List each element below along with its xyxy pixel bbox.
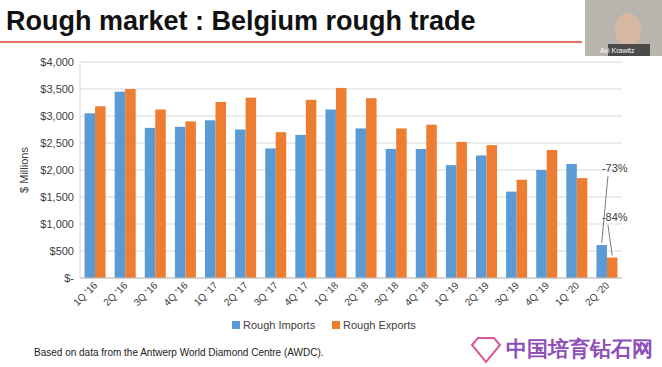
y-axis-title: $ Millions [18, 147, 30, 193]
annotation-leader [602, 176, 608, 243]
legend-label: Rough Imports [243, 319, 316, 331]
source-note: Based on data from the Antwerp World Dia… [34, 347, 324, 358]
x-tick-label: 2Q '18 [342, 279, 371, 308]
x-tick-label: 3Q '18 [372, 279, 401, 308]
annotation-leader [608, 225, 612, 255]
x-tick-label: 2Q '20 [583, 279, 612, 308]
y-tick-label: $1,000 [40, 218, 74, 230]
x-tick-label: 2Q '16 [101, 279, 130, 308]
legend-swatch [332, 321, 340, 329]
bar [216, 102, 227, 278]
bar [235, 130, 246, 279]
bar [95, 106, 106, 278]
grid-line [80, 278, 622, 279]
bar [366, 98, 377, 278]
bar [476, 155, 487, 278]
legend-label: Rough Exports [343, 319, 416, 331]
bar [85, 113, 96, 278]
bar [325, 110, 336, 278]
bar [547, 150, 558, 278]
x-tick-label: 3Q '19 [493, 279, 522, 308]
annotation: -84% [602, 211, 628, 223]
bar [506, 192, 516, 278]
bar [356, 128, 367, 278]
webcam [585, 0, 662, 56]
bar [386, 149, 397, 278]
bar [517, 180, 528, 278]
bar [175, 127, 186, 278]
bar [487, 145, 498, 278]
annotation: -73% [602, 162, 628, 174]
y-tick-label: $3,500 [40, 83, 74, 95]
bar [306, 100, 317, 278]
x-tick-label: 1Q '20 [553, 279, 582, 308]
x-tick-label: 1Q '19 [432, 279, 461, 308]
chart-svg: Rough market : Belgium rough trade Avi Kr… [0, 0, 662, 367]
x-tick-label: 4Q '16 [161, 279, 190, 308]
y-tick-label: $4,000 [40, 56, 74, 68]
x-tick-label: 1Q '17 [192, 279, 221, 308]
bar [596, 245, 607, 278]
grid-line [80, 62, 622, 63]
bar [295, 135, 306, 278]
title-rule [0, 41, 582, 43]
grid [80, 62, 622, 278]
grid-line [80, 89, 622, 90]
bar [607, 257, 618, 278]
bar [456, 142, 467, 278]
background [0, 0, 662, 367]
watermark-icon [472, 338, 500, 362]
x-tick-label: 4Q '17 [282, 279, 311, 308]
y-tick-label: $500 [50, 245, 74, 257]
bar [265, 148, 276, 278]
y-tick-label: $2,500 [40, 137, 74, 149]
x-tick-label: 1Q '16 [71, 279, 100, 308]
bar [396, 128, 407, 278]
y-tick-label: $2,000 [40, 164, 74, 176]
bar [536, 170, 547, 278]
x-tick-label: 2Q '17 [222, 279, 251, 308]
bar [125, 89, 135, 278]
bars [85, 88, 618, 278]
x-tick-label: 2Q '19 [463, 279, 492, 308]
x-tick-label: 4Q '18 [402, 279, 431, 308]
bar [416, 149, 427, 278]
watermark: 中国培育钻石网 [472, 337, 653, 362]
y-tick-label: $3,000 [40, 110, 74, 122]
bar [577, 178, 588, 278]
bar [185, 121, 196, 278]
x-tick-label: 4Q '19 [523, 279, 552, 308]
bar [446, 165, 457, 278]
bar [155, 110, 166, 278]
watermark-text: 中国培育钻石网 [506, 337, 653, 360]
bar [205, 120, 216, 278]
bar [246, 98, 257, 278]
speaker-name: Avi Krawitz [600, 47, 635, 54]
bar [566, 164, 577, 278]
bar [336, 88, 347, 278]
title: Rough market : Belgium rough trade [6, 6, 476, 36]
legend: Rough Imports Rough Exports [232, 319, 416, 331]
x-tick-label: 3Q '17 [252, 279, 281, 308]
bar [145, 128, 156, 278]
x-axis-line [80, 278, 622, 279]
y-tick-label: $- [64, 272, 74, 284]
x-tick-label: 3Q '16 [131, 279, 160, 308]
bar [276, 132, 287, 278]
y-axis-line [80, 62, 81, 278]
x-tick-label: 1Q '18 [312, 279, 341, 308]
webcam-face [615, 13, 641, 47]
legend-swatch [232, 321, 240, 329]
bar [115, 92, 126, 278]
y-tick-label: $1,500 [40, 191, 74, 203]
bar [426, 125, 437, 278]
